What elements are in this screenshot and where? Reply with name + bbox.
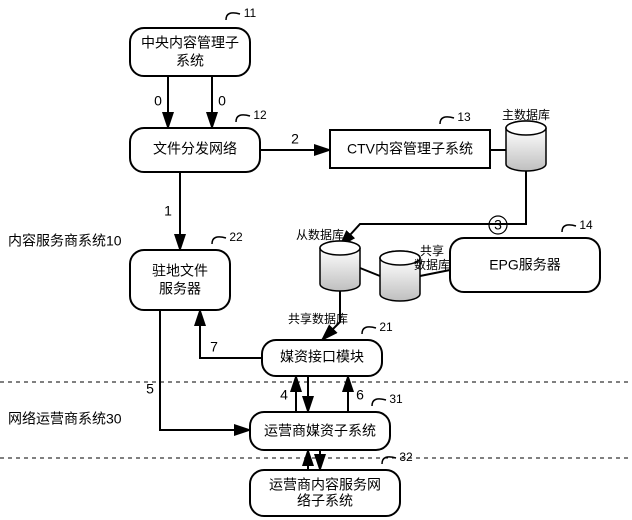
edge-5 — [160, 310, 250, 430]
edge-3 — [340, 170, 526, 246]
node-n21: 媒资接口模块 21 — [262, 320, 393, 376]
edge-0a-label: 0 — [154, 93, 162, 109]
n13-ref-leader — [440, 117, 454, 124]
n21-label1: 媒资接口模块 — [280, 349, 364, 365]
edge-6-label: 6 — [356, 387, 364, 403]
n22-label1: 驻地文件 — [152, 263, 208, 279]
n13-ref: 13 — [457, 110, 471, 124]
node-n31: 运营商媒资子系统 31 — [250, 392, 403, 450]
edge-4-label: 4 — [280, 387, 288, 403]
edge-1-label: 1 — [164, 203, 172, 219]
edge-slave-share — [360, 268, 380, 276]
share-data-label: 共享数据库 — [288, 311, 348, 326]
edge-3-label: 3 — [494, 217, 502, 233]
n32-label1: 运营商内容服务网 — [269, 477, 381, 493]
n11-ref-leader — [226, 13, 240, 20]
edge-5-label: 5 — [146, 381, 154, 397]
db-share-label1: 共享 — [420, 243, 444, 258]
db-main: 主数据库 — [502, 107, 550, 171]
node-n13: CTV内容管理子系统 13 — [330, 110, 490, 168]
n11-label1: 中央内容管理子 — [141, 35, 239, 51]
node-n32: 运营商内容服务网 络子系统 32 — [250, 450, 413, 516]
n22-ref-leader — [212, 237, 226, 244]
n12-ref-leader — [236, 115, 250, 122]
db-slave-label: 从数据库 — [296, 227, 344, 242]
node-n12: 文件分发网络 12 — [130, 108, 267, 172]
n14-label1: EPG服务器 — [489, 257, 561, 273]
n22-label2: 服务器 — [159, 281, 201, 297]
n12-label1: 文件分发网络 — [153, 141, 237, 157]
n11-ref: 11 — [244, 6, 257, 20]
db-share: 共享 数据库 — [380, 243, 450, 301]
region-bottom-label: 网络运营商系统30 — [8, 411, 122, 427]
n31-label1: 运营商媒资子系统 — [264, 423, 376, 439]
db-slave: 从数据库 — [296, 227, 360, 291]
n31-ref: 31 — [389, 392, 403, 406]
n13-label1: CTV内容管理子系统 — [347, 141, 473, 157]
edge-7-label: 7 — [210, 339, 218, 355]
n11-label2: 系统 — [176, 53, 204, 69]
n32-ref-leader — [382, 457, 396, 464]
node-n14: EPG服务器 14 — [450, 218, 600, 292]
db-share-label2: 数据库 — [414, 257, 450, 272]
node-n11: 中央内容管理子 系统 11 — [130, 6, 257, 76]
n14-ref: 14 — [579, 218, 593, 232]
n22-ref: 22 — [229, 230, 243, 244]
node-n22: 驻地文件 服务器 22 — [130, 230, 243, 310]
region-top-label: 内容服务商系统10 — [8, 233, 122, 249]
n32-ref: 32 — [399, 450, 413, 464]
n31-ref-leader — [372, 399, 386, 406]
n21-ref: 21 — [379, 320, 393, 334]
n12-ref: 12 — [253, 108, 267, 122]
n21-ref-leader — [362, 327, 376, 334]
n32-label2: 络子系统 — [297, 493, 353, 509]
n14-ref-leader — [562, 225, 576, 232]
db-main-label: 主数据库 — [502, 107, 550, 122]
edge-2-label: 2 — [291, 131, 299, 147]
edge-0b-label: 0 — [218, 93, 226, 109]
